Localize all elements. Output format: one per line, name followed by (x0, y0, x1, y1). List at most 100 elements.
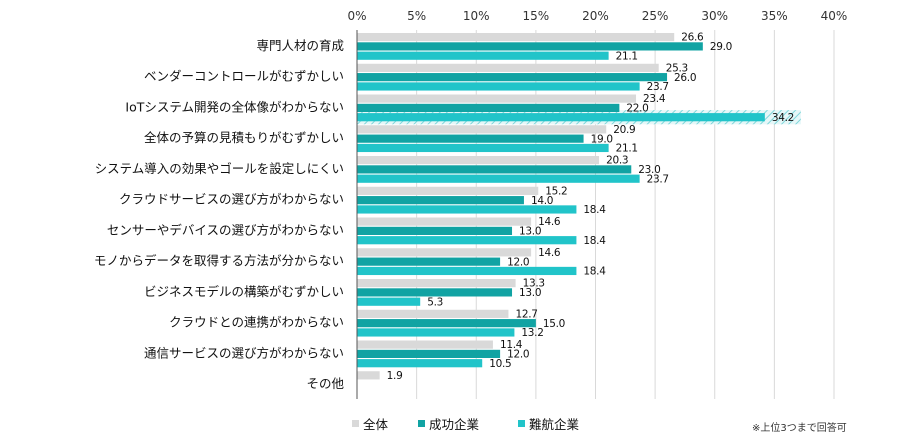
bar (357, 186, 539, 195)
value-label: 18.4 (583, 204, 606, 216)
value-label: 13.0 (519, 226, 541, 238)
category-label: その他 (306, 376, 344, 391)
value-label: 26.0 (674, 72, 696, 84)
bar (357, 42, 703, 51)
bar (357, 257, 501, 266)
bar (357, 349, 501, 358)
value-label: 25.3 (666, 62, 688, 74)
x-tick-label: 20% (582, 9, 609, 23)
value-label: 14.6 (538, 216, 561, 228)
bar (357, 217, 532, 226)
x-axis-ticks: 0% 5% 10% 15% 20% 25% 30% 35% 40% (347, 9, 847, 23)
value-label: 23.0 (638, 164, 660, 176)
legend-item: 難航企業 (518, 417, 580, 432)
value-label: 5.3 (427, 296, 443, 308)
bar (357, 94, 637, 103)
category-label: ビジネスモデルの構築がむずかしい (144, 284, 344, 299)
value-label: 18.4 (583, 235, 606, 247)
bar (357, 134, 584, 143)
bar (357, 205, 577, 214)
value-label: 22.0 (626, 103, 648, 115)
value-label: 20.9 (613, 124, 635, 136)
bar (357, 165, 632, 174)
category-label: ベンダーコントロールがむずかしい (144, 69, 344, 84)
bar (357, 196, 524, 205)
value-label: 23.4 (643, 93, 666, 105)
bar (357, 113, 765, 122)
value-label: 14.0 (531, 195, 553, 207)
value-label: 13.2 (521, 327, 543, 339)
x-tick-label: 0% (347, 9, 366, 23)
bar (357, 82, 640, 91)
category-label: 専門人材の育成 (256, 38, 344, 53)
legend-label: 全体 (363, 417, 389, 432)
category-label: モノからデータを取得する方法が分からない (94, 253, 344, 268)
value-label: 20.3 (606, 155, 628, 167)
bar (357, 174, 640, 183)
value-label: 12.0 (507, 349, 529, 361)
bar (357, 156, 600, 165)
value-label: 19.0 (591, 133, 613, 145)
x-tick-label: 35% (761, 9, 788, 23)
value-label: 21.1 (616, 143, 638, 155)
value-label: 23.7 (647, 81, 669, 93)
bar (357, 125, 607, 134)
legend: 全体 成功企業 難航企業 (352, 417, 580, 432)
bars (357, 33, 765, 380)
bar (357, 266, 577, 276)
bar (357, 279, 516, 288)
value-label: 18.4 (583, 266, 606, 278)
value-label: 23.7 (647, 173, 669, 185)
value-label: 13.3 (523, 278, 545, 290)
x-tick-label: 10% (463, 9, 490, 23)
x-tick-label: 40% (821, 9, 848, 23)
value-label: 26.6 (681, 32, 704, 44)
bar (357, 236, 577, 245)
bar (357, 103, 620, 112)
category-label: システム導入の効果やゴールを設定しにくい (95, 161, 344, 176)
footnote: ※上位3つまで回答可 (752, 421, 847, 434)
legend-swatch (352, 420, 359, 427)
bar (357, 51, 609, 60)
value-labels: 26.629.021.125.326.023.723.422.034.220.9… (387, 32, 795, 382)
value-label: 21.1 (616, 50, 638, 62)
bar (357, 143, 609, 153)
value-label: 34.2 (772, 112, 794, 124)
bar (357, 73, 668, 82)
value-label: 29.0 (710, 41, 732, 53)
bar (357, 309, 509, 318)
legend-swatch (518, 420, 525, 427)
value-label: 14.6 (538, 247, 561, 259)
value-label: 12.7 (515, 308, 537, 320)
category-label: 全体の予算の見積もりがむずかしい (144, 130, 344, 145)
value-label: 11.4 (500, 339, 523, 351)
category-label: 通信サービスの選び方がわからない (144, 345, 344, 360)
bar (357, 371, 380, 380)
x-tick-label: 25% (642, 9, 669, 23)
legend-label: 難航企業 (529, 417, 580, 432)
bar (357, 328, 515, 337)
value-label: 15.0 (543, 318, 565, 330)
bar (357, 248, 532, 257)
value-label: 15.2 (545, 185, 567, 197)
legend-label: 成功企業 (429, 417, 480, 432)
legend-item: 全体 (352, 417, 389, 432)
x-tick-label: 5% (407, 9, 426, 23)
bar (357, 226, 513, 235)
value-label: 12.0 (507, 256, 529, 268)
category-label: IoTシステム開発の全体像がわからない (125, 99, 344, 114)
bar (357, 63, 659, 72)
category-label: クラウドサービスの選び方がわからない (119, 192, 344, 207)
category-label: センサーやデバイスの選び方がわからない (107, 222, 344, 237)
bar (357, 297, 421, 306)
bar (357, 33, 675, 42)
bar (357, 340, 493, 349)
legend-item: 成功企業 (418, 417, 480, 432)
x-tick-label: 15% (523, 9, 550, 23)
value-label: 1.9 (387, 370, 403, 382)
bar (357, 288, 513, 297)
bar (357, 359, 483, 368)
value-label: 13.0 (519, 287, 541, 299)
